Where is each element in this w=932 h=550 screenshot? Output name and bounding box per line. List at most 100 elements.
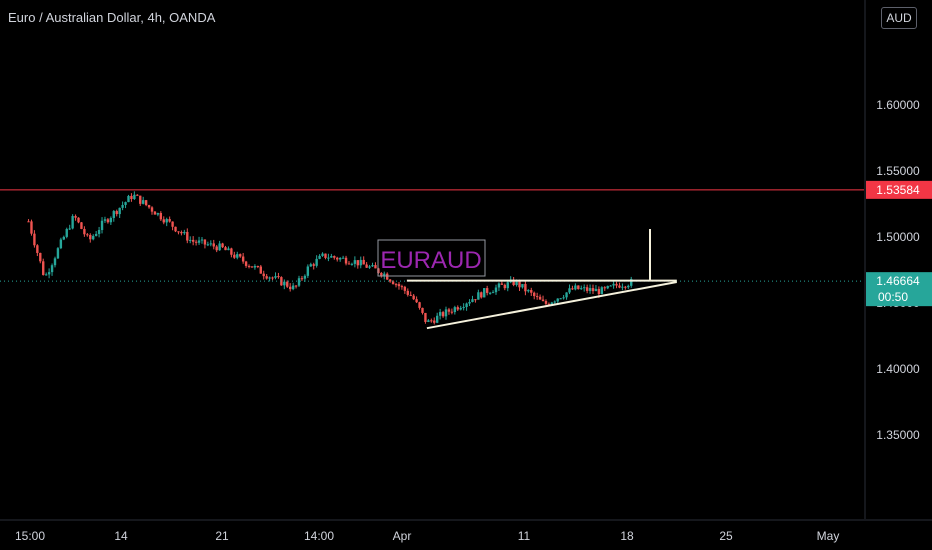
candle-body (450, 311, 454, 313)
candle-body (44, 274, 48, 276)
candle-body (56, 248, 60, 259)
candle-body (565, 292, 568, 298)
candle-body (615, 283, 618, 286)
candle-body (333, 256, 336, 258)
candle-body (497, 283, 501, 288)
candle-body (218, 243, 221, 251)
candle-body (239, 254, 242, 257)
candle-body (297, 278, 301, 286)
candle-body (406, 290, 409, 295)
price-tick-label: 1.40000 (876, 362, 920, 376)
candle-body (159, 213, 163, 220)
candle-body (430, 320, 433, 322)
candle-body (600, 287, 604, 295)
candle-body (115, 211, 118, 215)
candle-body (438, 312, 442, 316)
candle-body (597, 288, 601, 295)
candle-body (388, 279, 392, 282)
candle-body (515, 280, 518, 286)
candle-body (530, 290, 533, 293)
candle-body (150, 207, 154, 212)
candle-body (386, 273, 389, 280)
candle-body (124, 202, 127, 205)
candle-body (156, 213, 160, 215)
candle-body (174, 226, 177, 232)
candle-body (606, 285, 609, 289)
candle-body (250, 266, 254, 268)
candle-body (618, 285, 621, 288)
resistance-price-label: 1.53584 (876, 183, 920, 197)
candle-body (286, 281, 289, 287)
candle-body (427, 320, 430, 322)
candle-body (577, 285, 580, 290)
current-price-label: 1.46664 (876, 274, 920, 288)
candle-body (456, 307, 459, 310)
candle-body (47, 272, 51, 275)
candle-body (491, 292, 495, 294)
candle-body (550, 302, 554, 305)
resistance-price-tag (866, 180, 932, 199)
candle-body (200, 239, 204, 241)
candle-body (256, 266, 260, 268)
candle-body (74, 216, 77, 218)
candle-body (206, 244, 210, 246)
candle-body (465, 303, 468, 308)
candle-body (356, 260, 360, 266)
candle-body (89, 234, 92, 240)
candle-body (544, 301, 548, 304)
candle-body (288, 286, 292, 290)
candle-body (327, 257, 330, 259)
candle-body (136, 194, 139, 196)
candle-body (441, 312, 445, 317)
candle-body (68, 228, 71, 230)
time-tick-label: 18 (620, 529, 634, 543)
candle-body (453, 307, 457, 313)
candle-body (259, 266, 262, 274)
candle-body (588, 288, 592, 291)
candle-body (247, 265, 251, 267)
candle-body (303, 275, 307, 279)
candle-body (80, 222, 83, 229)
candle-body (230, 248, 233, 255)
candle-body (415, 299, 418, 303)
candle-body (394, 284, 398, 286)
candle-body (444, 309, 448, 317)
candle-body (500, 283, 504, 285)
candle-body (127, 195, 130, 203)
candle-body (244, 261, 248, 266)
candle-body (518, 280, 521, 288)
candle-body (341, 257, 345, 259)
candle-body (424, 312, 427, 322)
candle-body (574, 285, 577, 290)
candle-body (309, 264, 312, 267)
candle-body (403, 286, 407, 291)
candle-body (300, 278, 304, 280)
candle-body (130, 195, 133, 200)
candle-body (412, 295, 415, 300)
candle-body (468, 301, 471, 304)
candle-body (421, 307, 424, 313)
candle-body (315, 258, 318, 266)
watermark-label: EURAUD (380, 247, 481, 274)
candle-body (324, 253, 327, 258)
candle-body (189, 239, 192, 241)
candle-body (280, 277, 283, 286)
candles-layer (27, 191, 633, 325)
candle-body (186, 231, 189, 241)
candle-body (433, 320, 436, 323)
candle-body (568, 288, 571, 293)
currency-badge[interactable]: AUD (881, 7, 917, 29)
candle-body (459, 307, 462, 310)
candle-body (183, 231, 186, 234)
candle-body (227, 248, 230, 251)
candle-body (474, 299, 477, 301)
candle-body (265, 276, 268, 279)
candle-body (321, 253, 324, 256)
candle-body (53, 258, 57, 266)
candle-body (556, 298, 559, 302)
candle-body (559, 298, 562, 300)
candle-body (591, 288, 595, 292)
candle-body (180, 231, 183, 234)
candle-body (121, 204, 124, 208)
